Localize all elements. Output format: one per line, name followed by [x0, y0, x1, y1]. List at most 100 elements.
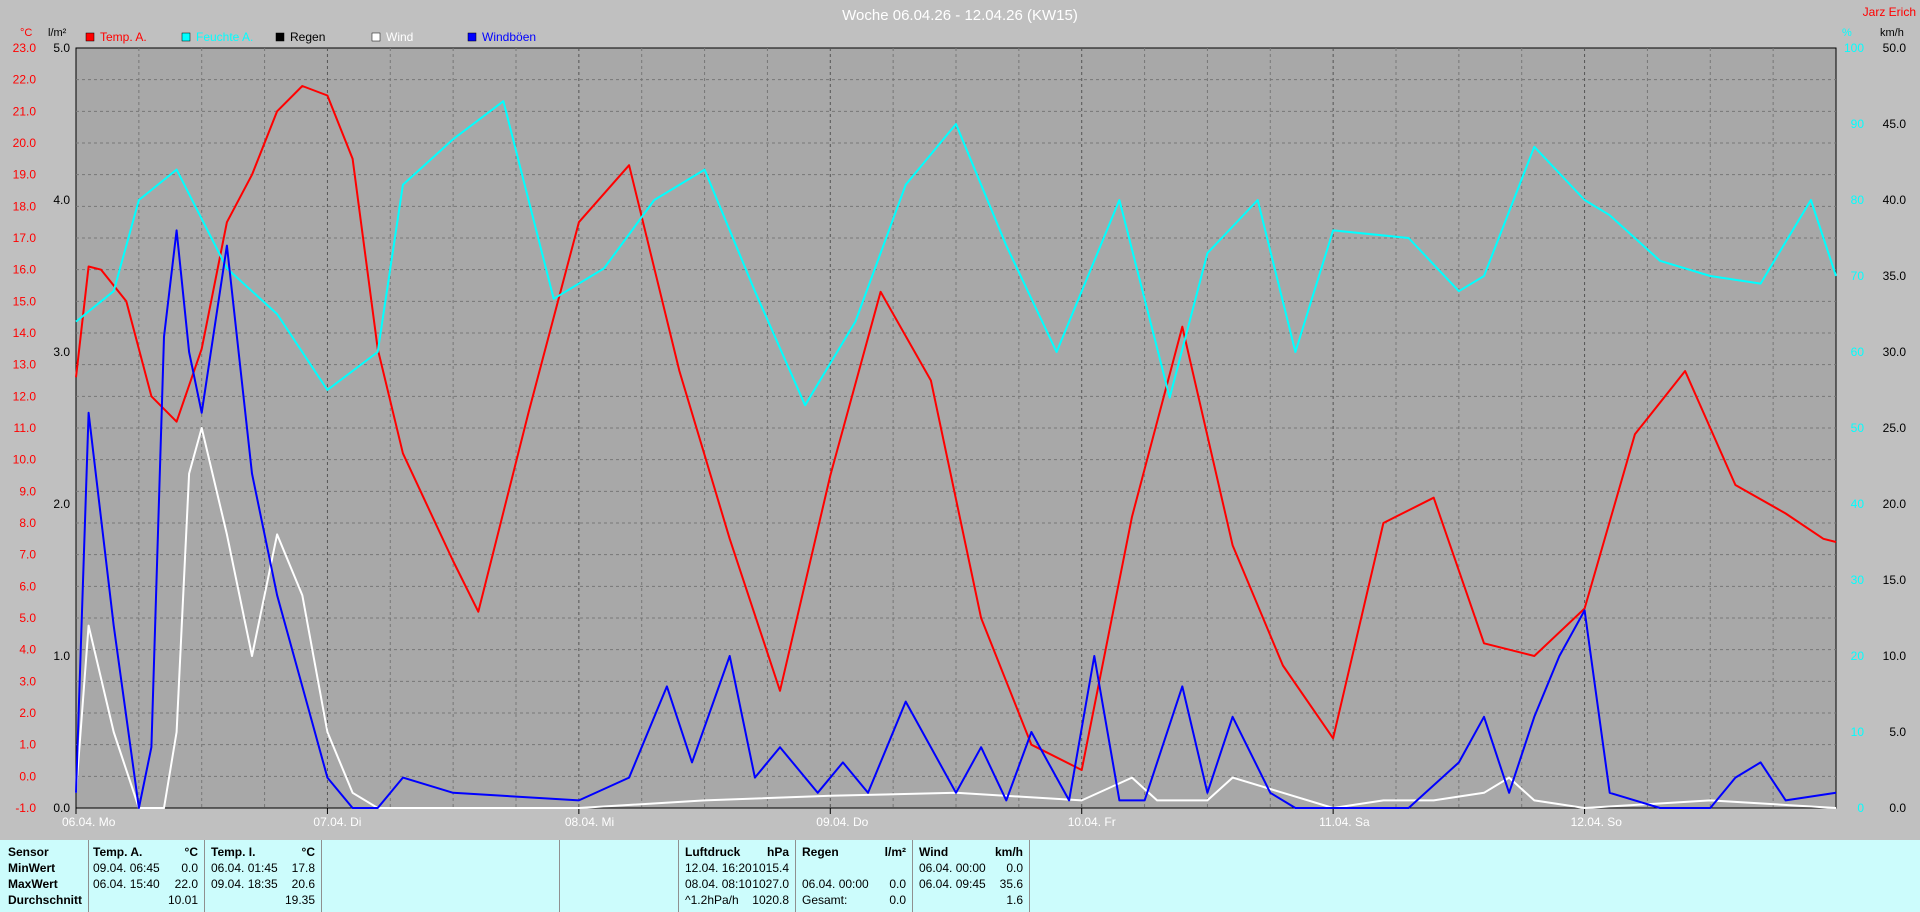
temp-tick-label: 15.0: [13, 294, 37, 308]
temp-tick-label: 11.0: [14, 421, 37, 435]
wind-tick-label: 15.0: [1883, 573, 1907, 587]
x-tick-label: 11.04. Sa: [1319, 815, 1370, 829]
wind-tick-label: 25.0: [1883, 421, 1907, 435]
rain-header: Regen: [802, 845, 839, 859]
pct-tick-label: 100: [1844, 41, 1864, 55]
temp-tick-label: -1.0: [15, 801, 36, 815]
temp-tick-label: 10.0: [13, 453, 37, 467]
pressure-header: Luftdruck: [685, 845, 741, 859]
unit-rain-label: l/m²: [48, 27, 67, 39]
rain-tick-label: 4.0: [53, 193, 70, 207]
rain-total-label: Gesamt:: [802, 893, 848, 907]
series-line-temp-a-: [75, 85, 1837, 771]
series-line-wind: [75, 427, 1837, 809]
wind-tick-label: 20.0: [1883, 497, 1907, 511]
stats-sensor-block: Sensor MinWert MaxWert Durchschnitt: [0, 840, 89, 912]
unit-wind-label: km/h: [1880, 27, 1904, 39]
pressure-max-time: 08.04. 08:10: [685, 877, 752, 891]
stats-panel: Sensor MinWert MaxWert Durchschnitt Temp…: [0, 840, 1920, 912]
temp-a-max-time: 06.04. 15:40: [93, 877, 160, 891]
legend-label: Wind: [386, 30, 413, 44]
temp-tick-label: 18.0: [13, 199, 37, 213]
x-tick-label: 09.04. Do: [816, 815, 868, 829]
sensor-header: Sensor: [8, 845, 49, 859]
temp-tick-label: 9.0: [19, 484, 36, 498]
row-label-max: MaxWert: [8, 877, 58, 891]
temp-a-max-val: 22.0: [174, 877, 198, 891]
temp-tick-label: 22.0: [13, 73, 37, 87]
legend-swatch: [467, 32, 477, 42]
temp-a-unit: °C: [184, 845, 198, 859]
legend-label: Regen: [290, 30, 325, 44]
pct-tick-label: 50: [1851, 421, 1865, 435]
pct-tick-label: 60: [1851, 345, 1865, 359]
temp-tick-label: 19.0: [13, 168, 37, 182]
stats-empty-block-1: [322, 840, 560, 912]
rain-unit: l/m²: [884, 845, 906, 859]
pct-tick-label: 40: [1851, 497, 1865, 511]
row-label-min: MinWert: [8, 861, 56, 875]
temp-tick-label: 5.0: [19, 611, 36, 625]
temp-tick-label: 2.0: [19, 706, 36, 720]
temp-tick-label: 8.0: [19, 516, 36, 530]
temp-a-avg: 10.01: [167, 893, 198, 907]
temp-a-header: Temp. A.: [93, 845, 143, 859]
temp-tick-label: 13.0: [13, 358, 37, 372]
row-label-avg: Durchschnitt: [8, 893, 83, 907]
temp-i-max-time: 09.04. 18:35: [211, 877, 278, 891]
temp-tick-label: 23.0: [13, 41, 37, 55]
wind-max-time: 06.04. 09:45: [919, 877, 986, 891]
rain-max-time: 06.04. 00:00: [802, 877, 869, 891]
temp-tick-label: 21.0: [13, 104, 37, 118]
unit-pct-label: %: [1842, 27, 1852, 39]
weather-chart: 23.0 22.0 21.0 20.0 19.0 18.0 17.0 16.0 15.0 14.0…: [12, 5, 1916, 829]
temp-i-header: Temp. I.: [211, 845, 256, 859]
temp-i-min-time: 06.04. 01:45: [211, 861, 278, 875]
wind-tick-label: 50.0: [1883, 41, 1907, 55]
rain-tick-label: 2.0: [53, 497, 70, 511]
wind-tick-label: 45.0: [1883, 117, 1907, 131]
legend-swatch: [371, 32, 381, 42]
wind-unit: km/h: [994, 845, 1023, 859]
pct-tick-label: 90: [1851, 117, 1865, 131]
legend: Temp. A. Feuchte A. Regen Wind Windböen: [85, 30, 536, 44]
temp-a-min-val: 0.0: [181, 861, 198, 875]
legend-swatch: [275, 32, 285, 42]
pressure-trend-label: ^1.2hPa/h: [685, 893, 739, 907]
x-tick-label: 06.04. Mo: [62, 815, 116, 829]
pct-tick-label: 0: [1857, 801, 1864, 815]
pct-tick-label: 70: [1851, 269, 1865, 283]
pressure-min-time: 12.04. 16:20: [685, 861, 752, 875]
stats-wind-block: Wind km/h 06.04. 00:00 0.0 06.04. 09:45 35.…: [913, 840, 1030, 912]
temp-tick-label: 0.0: [19, 769, 36, 783]
x-tick-label: 08.04. Mi: [565, 815, 614, 829]
unit-temp-label: °C: [20, 27, 32, 39]
x-tick-label: 12.04. So: [1571, 815, 1623, 829]
temp-tick-label: 3.0: [19, 674, 36, 688]
pressure-trend-val: 1020.8: [752, 893, 789, 907]
rain-tick-label: 3.0: [53, 345, 70, 359]
temp-tick-label: 14.0: [13, 326, 37, 340]
temp-tick-label: 12.0: [13, 389, 37, 403]
temp-i-max-val: 20.6: [291, 877, 315, 891]
series-line-windb-en: [75, 229, 1837, 809]
wind-tick-label: 30.0: [1883, 345, 1907, 359]
temp-i-avg: 19.35: [284, 893, 315, 907]
rain-tick-label: 0.0: [53, 801, 70, 815]
wind-header: Wind: [919, 845, 949, 859]
wind-tick-label: 35.0: [1883, 269, 1907, 283]
pct-tick-label: 20: [1851, 649, 1865, 663]
wind-tick-label: 10.0: [1883, 649, 1907, 663]
temp-tick-label: 17.0: [13, 231, 37, 245]
series-layer: [75, 85, 1837, 809]
legend-label: Temp. A.: [100, 30, 147, 44]
legend-swatch: [85, 32, 95, 42]
wind-avg: 1.6: [1006, 893, 1023, 907]
wind-tick-label: 0.0: [1889, 801, 1906, 815]
wind-max-val: 35.6: [999, 877, 1023, 891]
temp-tick-label: 16.0: [13, 263, 37, 277]
rain-total-val: 0.0: [889, 893, 906, 907]
rain-tick-label: 5.0: [53, 41, 70, 55]
temp-tick-label: 20.0: [13, 136, 37, 150]
series-line-feuchte-a-: [75, 100, 1837, 407]
